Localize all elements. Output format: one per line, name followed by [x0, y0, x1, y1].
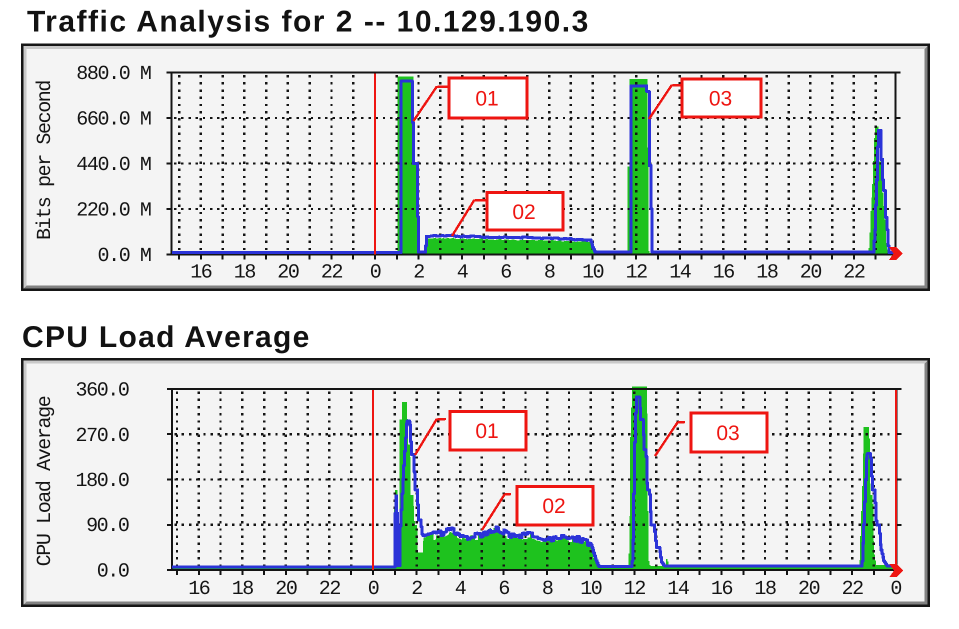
svg-text:16: 16 — [711, 578, 733, 601]
svg-text:14: 14 — [669, 262, 691, 285]
svg-text:0: 0 — [890, 578, 901, 601]
svg-text:270.0: 270.0 — [75, 425, 128, 448]
svg-text:0.0: 0.0 — [97, 561, 129, 584]
svg-text:6: 6 — [500, 262, 511, 285]
svg-text:18: 18 — [754, 578, 776, 601]
svg-text:8: 8 — [542, 578, 553, 601]
svg-text:22: 22 — [843, 262, 865, 285]
svg-text:20: 20 — [798, 578, 820, 601]
svg-text:10: 10 — [582, 262, 604, 285]
svg-text:18: 18 — [756, 262, 778, 285]
svg-text:02: 02 — [512, 201, 535, 224]
svg-text:4: 4 — [457, 262, 468, 285]
svg-text:22: 22 — [842, 578, 864, 601]
svg-text:CPU Load Average: CPU Load Average — [34, 396, 57, 566]
svg-text:440.0 M: 440.0 M — [76, 154, 151, 177]
svg-text:22: 22 — [319, 578, 341, 601]
svg-text:02: 02 — [542, 495, 565, 518]
svg-text:Traffic Analysis for 2 -- 10.1: Traffic Analysis for 2 -- 10.129.190.3 — [27, 6, 590, 39]
svg-text:16: 16 — [188, 578, 210, 601]
svg-text:01: 01 — [475, 88, 498, 111]
svg-text:2: 2 — [413, 262, 424, 285]
svg-text:0: 0 — [370, 262, 381, 285]
svg-text:22: 22 — [321, 262, 343, 285]
svg-text:2: 2 — [411, 578, 422, 601]
svg-text:0.0 M: 0.0 M — [97, 245, 150, 268]
svg-text:16: 16 — [190, 262, 212, 285]
svg-text:20: 20 — [800, 262, 822, 285]
svg-text:01: 01 — [475, 420, 498, 443]
svg-text:03: 03 — [709, 88, 732, 111]
svg-text:90.0: 90.0 — [86, 515, 129, 538]
svg-text:180.0: 180.0 — [75, 470, 128, 493]
svg-text:18: 18 — [232, 578, 254, 601]
svg-text:220.0 M: 220.0 M — [76, 200, 151, 223]
svg-text:660.0 M: 660.0 M — [76, 109, 151, 132]
svg-text:6: 6 — [498, 578, 509, 601]
svg-text:20: 20 — [277, 262, 299, 285]
svg-text:4: 4 — [455, 578, 466, 601]
svg-text:03: 03 — [716, 422, 739, 445]
svg-text:20: 20 — [275, 578, 297, 601]
svg-text:880.0 M: 880.0 M — [76, 63, 151, 86]
svg-text:360.0: 360.0 — [75, 380, 128, 403]
svg-text:18: 18 — [234, 262, 256, 285]
svg-text:0: 0 — [368, 578, 379, 601]
svg-text:14: 14 — [667, 578, 689, 601]
svg-text:12: 12 — [624, 578, 646, 601]
svg-text:CPU Load Average: CPU Load Average — [22, 321, 311, 354]
svg-text:10: 10 — [580, 578, 602, 601]
svg-text:16: 16 — [713, 262, 735, 285]
svg-text:Bits per Second: Bits per Second — [34, 81, 57, 240]
svg-text:8: 8 — [544, 262, 555, 285]
svg-text:12: 12 — [626, 262, 648, 285]
